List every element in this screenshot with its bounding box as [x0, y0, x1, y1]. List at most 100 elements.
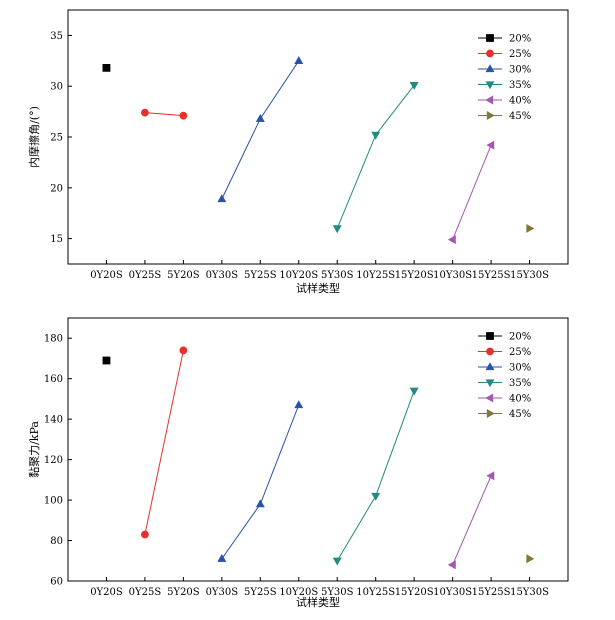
data-point-s1-0: [141, 108, 149, 117]
data-point-s2-0: [217, 553, 227, 562]
data-point-s3-1: [371, 131, 381, 140]
x-tick-label: 15Y30S: [510, 587, 549, 598]
data-point-s1-1: [179, 111, 188, 120]
x-tick-label: 15Y25S: [472, 270, 511, 281]
y-tick-label: 20: [50, 183, 63, 194]
y-tick-label: 160: [44, 374, 63, 385]
series-line-3: [336, 390, 415, 562]
x-tick-label: 0Y30S: [206, 270, 239, 281]
x-tick-label: 0Y30S: [206, 587, 239, 598]
x-tick-label: 10Y30S: [433, 270, 472, 281]
data-point-s3-2: [409, 82, 419, 90]
legend-marker-0: [486, 34, 494, 42]
series-line-2: [221, 404, 300, 560]
data-point-s5-0: [526, 223, 535, 233]
x-tick-label: 0Y20S: [90, 587, 123, 598]
data-point-s4-1: [486, 471, 495, 481]
legend-label-0: 20%: [509, 332, 531, 343]
legend-marker-5: [486, 111, 495, 120]
x-tick-label: 10Y20S: [279, 270, 318, 281]
legend-marker-2: [485, 362, 495, 371]
series-line-1: [144, 112, 184, 117]
data-point-s5-0: [526, 554, 535, 564]
x-tick-label: 5Y25S: [244, 270, 277, 281]
legend-label-2: 30%: [509, 65, 531, 76]
y-tick-label: 25: [50, 133, 63, 144]
x-tick-label: 5Y30S: [321, 270, 354, 281]
data-point-s3-0: [332, 225, 342, 234]
data-point-s1-0: [141, 530, 149, 539]
plot-frame: [67, 317, 569, 582]
y-tick-label: 60: [50, 577, 63, 588]
data-point-s2-1: [255, 499, 265, 508]
data-point-s2-1: [255, 113, 265, 122]
data-point-s0-0: [102, 356, 111, 365]
y-tick-label: 140: [44, 415, 63, 426]
data-point-s2-2: [294, 56, 304, 64]
y-tick-label: 100: [44, 496, 63, 507]
series-line-3: [336, 84, 415, 229]
y-axis-title: 黏聚力/kPa: [27, 421, 41, 478]
series-line-4: [452, 144, 492, 240]
legend-label-5: 45%: [509, 111, 531, 122]
legend-marker-4: [485, 393, 494, 403]
x-tick-label: 15Y20S: [395, 270, 434, 281]
legend-marker-0: [486, 332, 494, 340]
legend-label-2: 30%: [509, 363, 531, 374]
x-tick-label: 15Y25S: [472, 587, 511, 598]
x-axis-title: 试样类型: [296, 595, 340, 609]
data-point-s0-0: [102, 64, 111, 72]
y-tick-label: 30: [50, 82, 63, 93]
chart-friction-angle: 15 20 25 30 35 0Y20S 0Y25S 5Y20S 0Y30S 5Y25S 10Y20…: [27, 9, 569, 295]
legend-label-3: 35%: [509, 80, 531, 91]
series-line-1: [144, 350, 184, 535]
series-line-2: [221, 60, 300, 200]
legend-label-3: 35%: [509, 378, 531, 389]
legend-label-4: 40%: [509, 96, 531, 107]
data-point-s4-0: [447, 235, 456, 245]
data-point-s2-2: [294, 400, 304, 409]
data-point-s1-1: [179, 346, 188, 355]
x-tick-label: 10Y25S: [356, 270, 395, 281]
legend-label-0: 20%: [509, 34, 531, 45]
legend-marker-1: [486, 347, 494, 356]
x-tick-label: 10Y25S: [356, 587, 395, 598]
x-axis-title: 试样类型: [296, 281, 340, 295]
legend-label-4: 40%: [509, 394, 531, 405]
legend-marker-1: [486, 49, 494, 58]
x-tick-label: 0Y25S: [129, 270, 162, 281]
x-tick-label: 0Y25S: [129, 587, 162, 598]
chart-cohesion: 60 80 100 120 140 160 180 0Y20S 0Y25S 5Y20S 0Y30S 5…: [27, 317, 569, 609]
y-tick-label: 15: [50, 234, 63, 245]
data-point-s4-1: [486, 140, 495, 150]
x-tick-label: 5Y20S: [167, 270, 200, 281]
legend-label-5: 45%: [509, 409, 531, 420]
x-tick-label: 10Y20S: [279, 587, 318, 598]
legend-marker-3: [485, 81, 495, 90]
data-point-s2-0: [217, 194, 227, 203]
x-tick-label: 15Y30S: [510, 270, 549, 281]
x-tick-label: 10Y30S: [433, 587, 472, 598]
data-point-s4-0: [447, 560, 456, 570]
data-point-s3-2: [409, 387, 419, 396]
y-tick-label: 180: [44, 334, 63, 345]
plot-frame: [67, 9, 569, 265]
legend-marker-3: [485, 379, 495, 388]
x-tick-label: 5Y25S: [244, 587, 277, 598]
legend-marker-2: [485, 64, 495, 73]
series-line-4: [452, 475, 492, 566]
y-tick-label: 80: [50, 536, 63, 547]
x-tick-label: 5Y30S: [321, 587, 354, 598]
legend-marker-5: [486, 409, 495, 418]
y-tick-label: 120: [44, 455, 63, 466]
x-tick-label: 0Y20S: [90, 270, 123, 281]
y-tick-label: 35: [50, 31, 63, 42]
y-axis-title: 内摩擦角/(°): [27, 106, 41, 168]
legend-label-1: 25%: [509, 347, 531, 358]
data-point-s3-1: [371, 492, 381, 501]
x-tick-label: 15Y20S: [395, 587, 434, 598]
legend-marker-4: [485, 95, 494, 105]
data-point-s3-0: [332, 557, 342, 566]
legend-label-1: 25%: [509, 49, 531, 60]
